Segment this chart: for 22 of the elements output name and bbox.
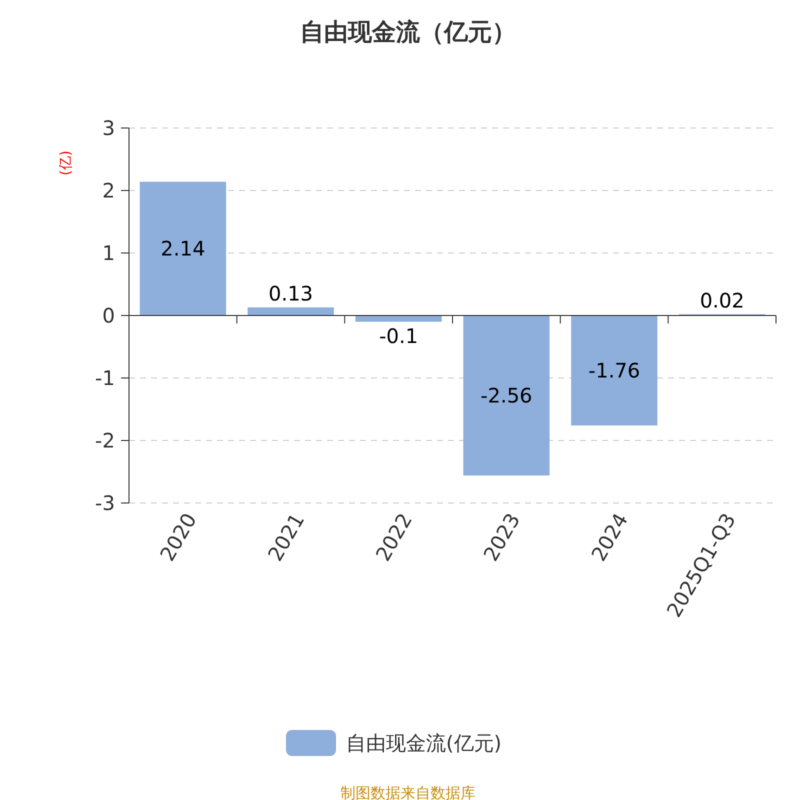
y-tick-label: 3	[102, 116, 115, 140]
bar	[463, 316, 550, 476]
data-label: 0.02	[700, 288, 744, 312]
y-tick-label: -3	[95, 491, 115, 515]
chart-title: 自由现金流（亿元）	[300, 18, 516, 46]
data-label: -0.1	[379, 324, 418, 348]
text: 制图数据来自数据库	[340, 784, 476, 800]
y-axis-title: (亿)	[58, 150, 74, 176]
bar	[248, 307, 334, 316]
data-label: 2.14	[160, 236, 206, 261]
y-tick-label: -1	[95, 366, 115, 390]
data-label: 0.13	[268, 281, 314, 306]
y-tick-label: -2	[95, 428, 115, 452]
data-label: -1.76	[588, 358, 640, 382]
bar	[355, 316, 442, 322]
bar	[140, 182, 226, 316]
bar	[571, 316, 658, 426]
y-tick-label: 1	[102, 241, 115, 265]
y-tick-label: 0	[102, 304, 115, 328]
y-tick-label: 2	[102, 178, 115, 202]
data-label: -2.56	[480, 384, 532, 408]
legend-label: 自由现金流(亿元)	[346, 731, 502, 755]
